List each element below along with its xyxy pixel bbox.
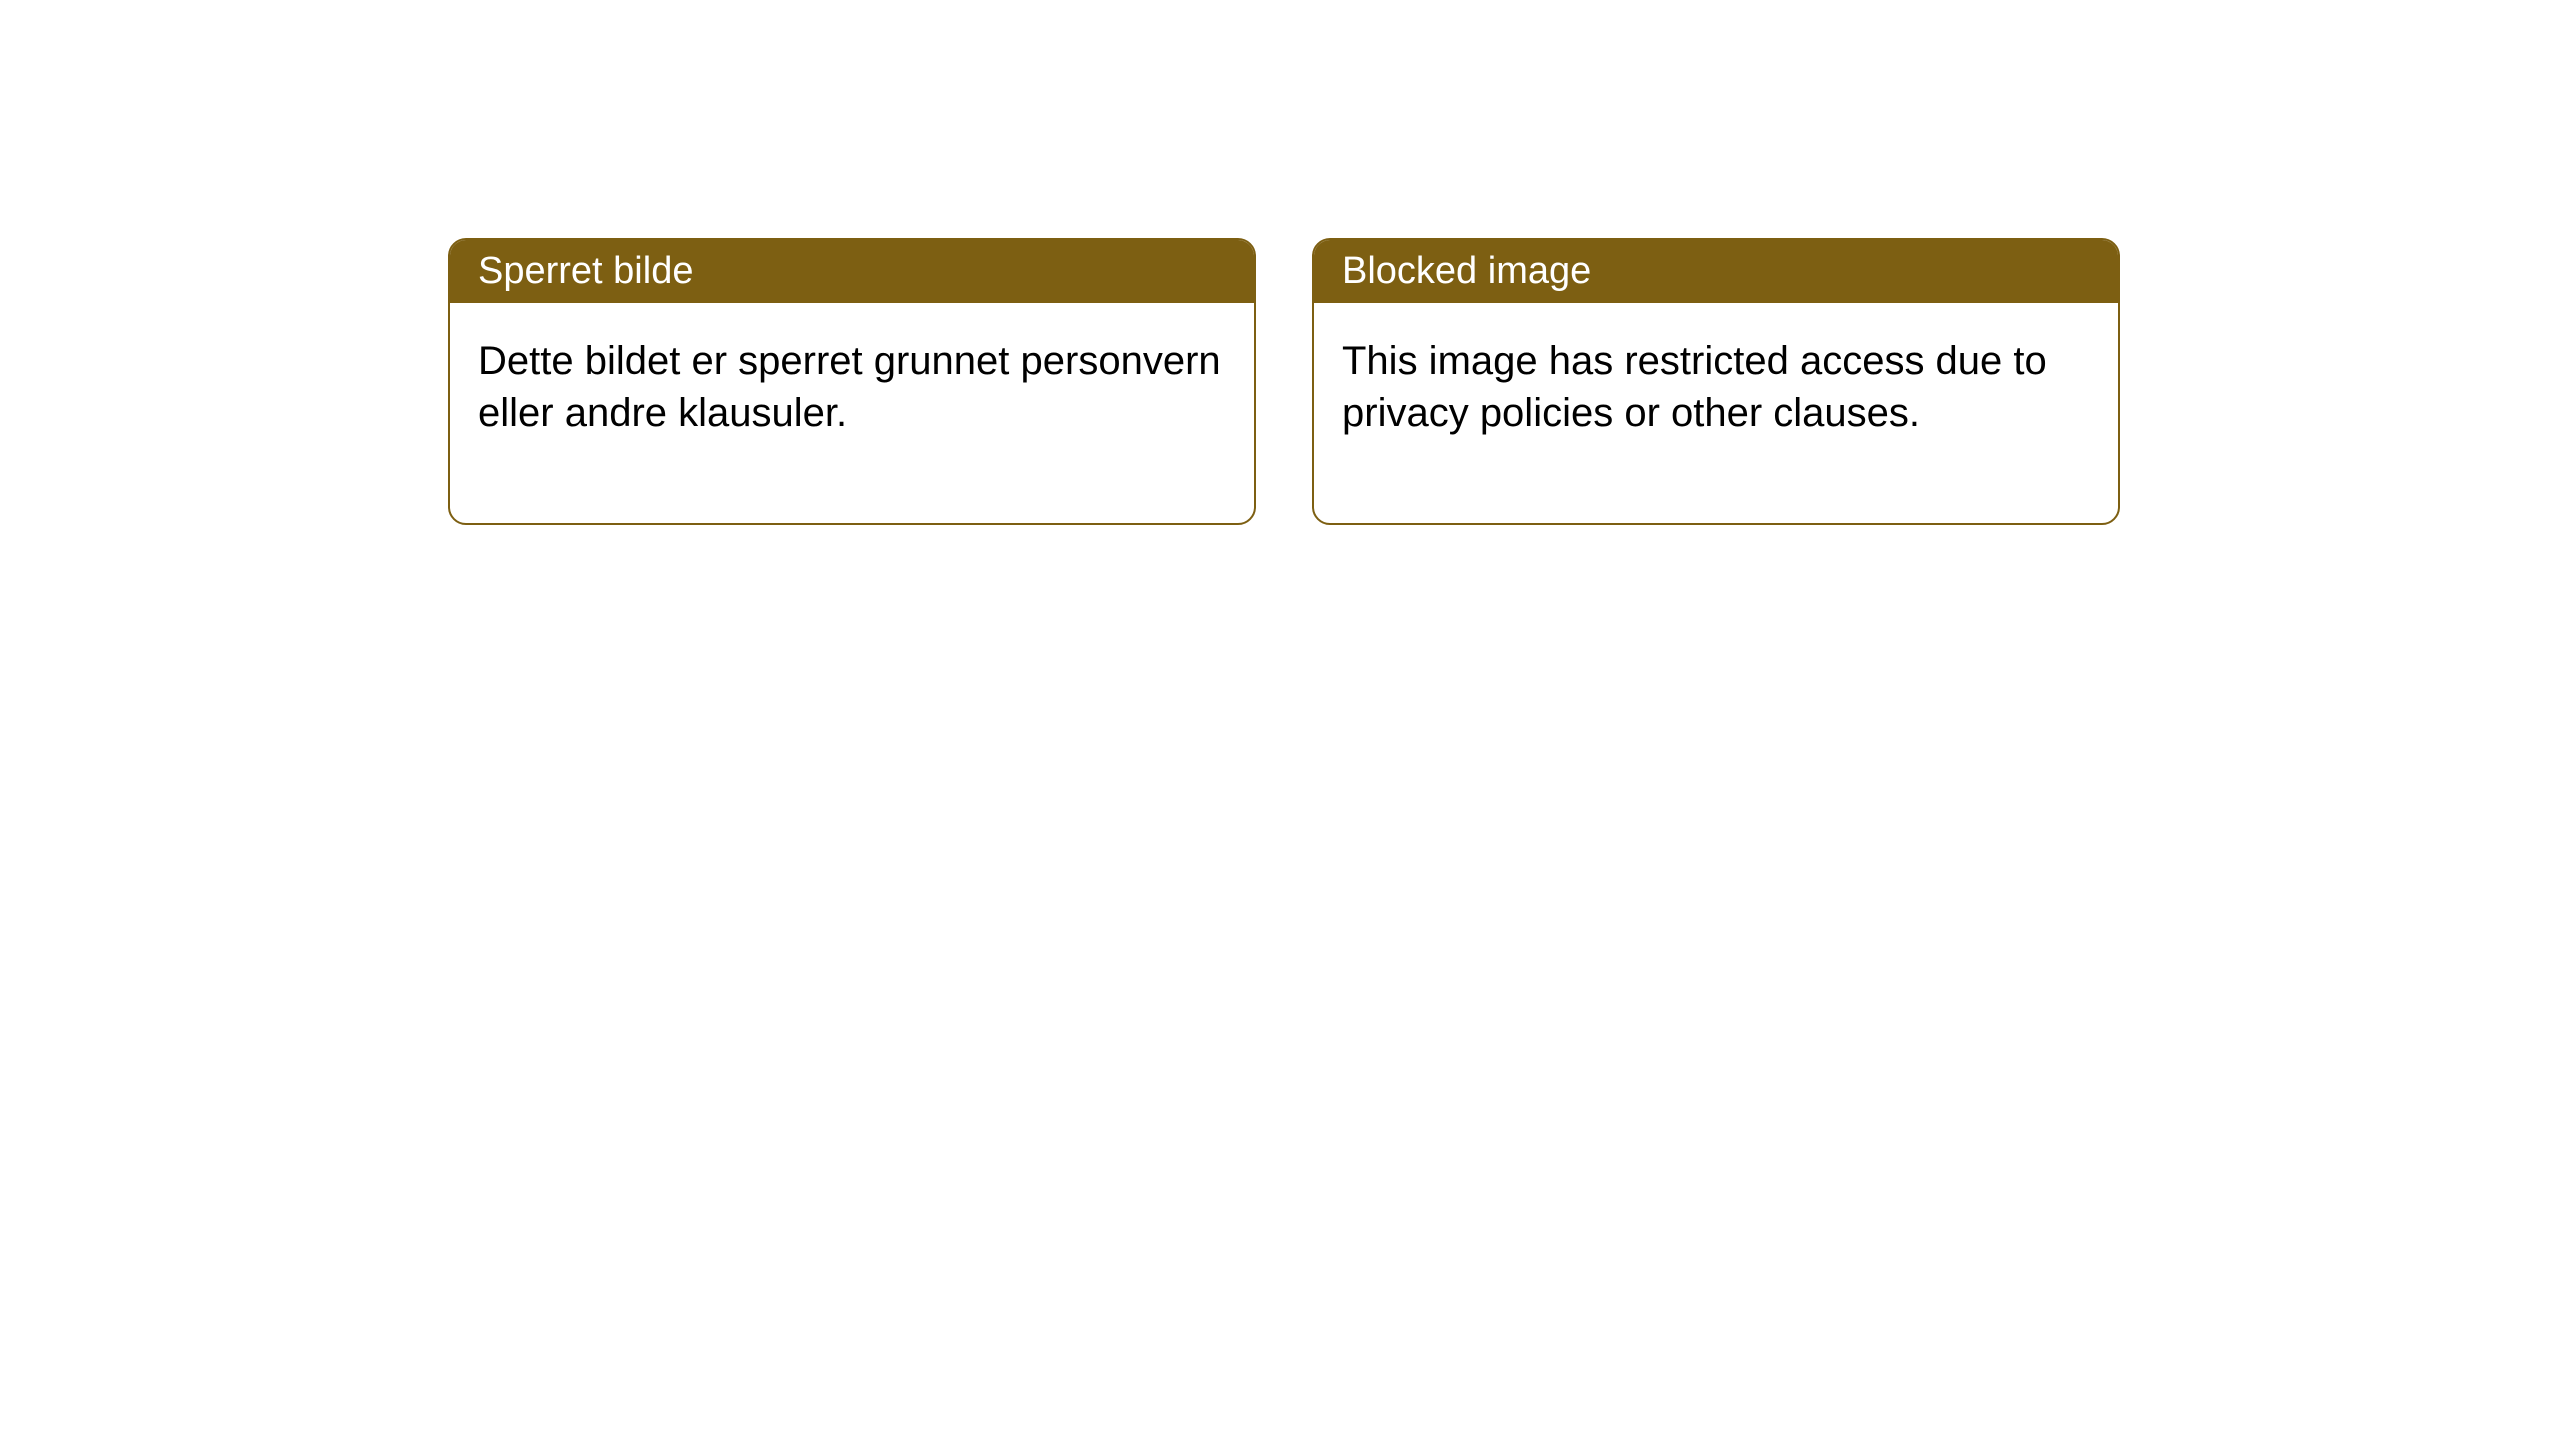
notice-title-english: Blocked image [1314,240,2118,303]
notice-card-norwegian: Sperret bilde Dette bildet er sperret gr… [448,238,1256,525]
notice-container: Sperret bilde Dette bildet er sperret gr… [0,0,2560,525]
notice-body-english: This image has restricted access due to … [1314,303,2118,523]
notice-title-norwegian: Sperret bilde [450,240,1254,303]
notice-card-english: Blocked image This image has restricted … [1312,238,2120,525]
notice-body-norwegian: Dette bildet er sperret grunnet personve… [450,303,1254,523]
